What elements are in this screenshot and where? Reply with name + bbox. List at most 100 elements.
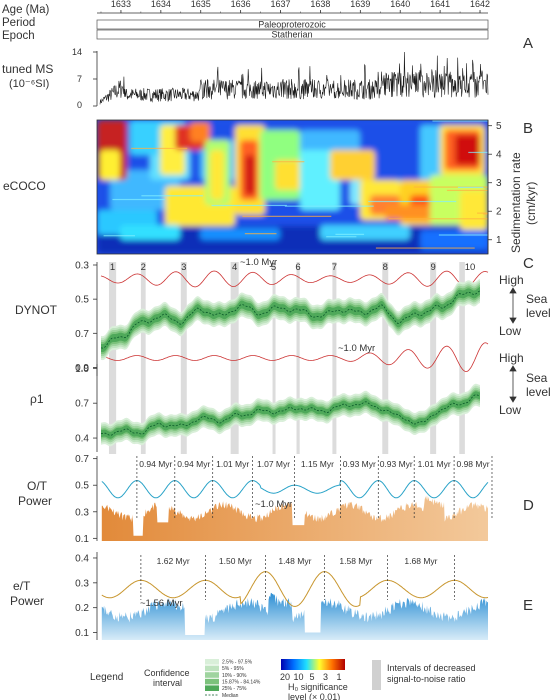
ecoco-streak: [272, 161, 305, 163]
age-label: Age (Ma): [2, 4, 49, 16]
legend-scale-tick: 20: [280, 672, 290, 682]
y-tick-label: 0.4: [75, 553, 89, 564]
legend-scale-tick: 5: [309, 672, 314, 682]
legend-ci-label: 5% - 95%: [222, 666, 244, 672]
ms-yticks: 14 7 0: [72, 47, 97, 110]
ecoco-right-axis: 5 4 3 2 1: [487, 120, 502, 254]
et-ylabel-1: e/T: [13, 579, 31, 593]
age-tick-label: 1638: [310, 0, 330, 9]
sea-word-1: Sea: [526, 292, 548, 306]
rho1-ylabel: ρ1: [30, 392, 44, 406]
legend-ci-title-2: interval: [153, 678, 182, 688]
snr-band: [140, 262, 146, 454]
sea-level-arrow-2: [509, 365, 517, 403]
period-label: 0.93 Myr: [380, 459, 413, 469]
snr-band: [272, 262, 276, 454]
ms-ylabel-1: tuned MS: [2, 62, 53, 76]
ecoco-streak: [326, 236, 357, 238]
snr-band: [332, 262, 337, 454]
ecoco-right-tick-label: 3: [496, 178, 502, 189]
ecoco-heatmap: [97, 120, 488, 254]
ecoco-streak: [457, 186, 484, 188]
age-tick-label: 1642: [470, 0, 490, 9]
ecoco-streak: [468, 151, 488, 154]
ms-series-line: [99, 51, 489, 105]
legend-ci-label: 25% - 75%: [222, 686, 247, 692]
snr-band: [382, 262, 389, 454]
ecoco-streak: [284, 205, 374, 207]
y-tick-label: 0.7: [75, 454, 89, 465]
ot-period-marks: 0.94 Myr 0.94 Myr 1.01 Myr 1.07 Myr 1.15 Myr…: [136, 456, 493, 520]
legend-ci-swatch: [205, 678, 219, 685]
ecoco-cell: [420, 230, 488, 250]
y-tick-label: 0.5: [75, 295, 89, 306]
sea-high-2: High: [499, 351, 524, 365]
dynot-cycle-label-lower: ~1.0 Myr: [338, 343, 375, 354]
dynot-confidence: [101, 278, 480, 361]
ecoco-streak: [368, 200, 457, 203]
age-tick-label: 1640: [390, 0, 410, 9]
legend-median-label: Median: [222, 693, 239, 699]
ecoco-cell: [190, 122, 210, 142]
legend-band-label-1: Intervals of decreased: [387, 663, 476, 673]
confidence-band: [101, 282, 480, 357]
ecoco-cell: [455, 135, 480, 165]
legend-scale-label-2: level (× 0.01): [288, 692, 340, 700]
snr-band: [230, 262, 239, 454]
ecoco-streak: [131, 147, 188, 150]
ecoco-cell: [200, 228, 280, 240]
panel-letter-a: A: [523, 35, 533, 52]
y-tick-label: 0.9: [75, 363, 89, 374]
period-label: 1.58 Myr: [339, 556, 372, 566]
legend-scale-tick: 3: [323, 672, 328, 682]
ms-ylabel-2: (10⁻⁶SI): [9, 78, 49, 90]
ecoco-blobs: [97, 120, 488, 254]
ecoco-streak: [432, 120, 488, 122]
panel-ot: O/T Power 0.7 0.5 0.3 0.1 0.94 Myr 0.94 Myr 1…: [18, 454, 534, 545]
ot-cycle-label: ~1.0 Myr: [255, 499, 292, 510]
ecoco-ylabel: eCOCO: [3, 179, 46, 193]
sea-low: Low: [499, 324, 521, 338]
ms-ytick: 7: [77, 74, 82, 84]
panel-ms: tuned MS (10⁻⁶SI) 14 7 0 A: [2, 35, 533, 110]
snr-band: [459, 262, 465, 454]
y-tick-label: 0.5: [75, 481, 89, 492]
period-label: 1.07 Myr: [257, 459, 290, 469]
ecoco-streak: [211, 204, 287, 207]
dynot-cycle-label: ~1.0 Myr: [240, 257, 277, 268]
et-yticks: 0.4 0.3 0.2 0.1: [75, 553, 97, 639]
band-number: 6: [295, 262, 300, 273]
sea-high: High: [499, 273, 524, 287]
et-cycle-curve: [101, 571, 489, 607]
ecoco-cell: [120, 225, 180, 240]
snr-bands: [108, 262, 465, 454]
legend-ci-label: 15.87% - 84.14%: [222, 679, 261, 685]
confidence-band: [101, 391, 480, 439]
panel-letter-e: E: [523, 597, 533, 614]
age-tick-label: 1637: [271, 0, 291, 9]
ecoco-streak: [242, 215, 332, 217]
dynot-cycle-curve: [100, 270, 489, 288]
period-label: 0.94 Myr: [177, 459, 210, 469]
sea-word-1b: Sea: [526, 371, 548, 385]
period-label: 1.01 Myr: [216, 459, 249, 469]
panel-letter-c: C: [523, 255, 534, 272]
ms-ytick: 14: [72, 47, 82, 57]
ot-cycle-curve: [101, 480, 489, 499]
age-tick-label: 1639: [350, 0, 370, 9]
legend-ci-swatches: 2.5% - 97.5%5% - 95%10% - 90%15.87% - 84…: [205, 659, 261, 692]
ecoco-streak: [477, 212, 488, 214]
ecoco-streak: [413, 186, 488, 188]
ecoco-right-tick-label: 1: [496, 235, 502, 246]
age-tick-label: 1633: [111, 0, 131, 9]
rho1-confidence: [101, 383, 480, 447]
legend-ci-swatch: [205, 665, 219, 672]
ecoco-right-label-2: (cm/kyr): [524, 182, 538, 225]
ecoco-cell: [100, 150, 120, 180]
band-number: 1: [110, 262, 115, 273]
period-label: 1.15 Myr: [301, 459, 334, 469]
ot-power-area: [101, 495, 489, 541]
y-tick-label: 0.3: [75, 578, 89, 589]
period-label: 0.93 Myr: [343, 459, 376, 469]
